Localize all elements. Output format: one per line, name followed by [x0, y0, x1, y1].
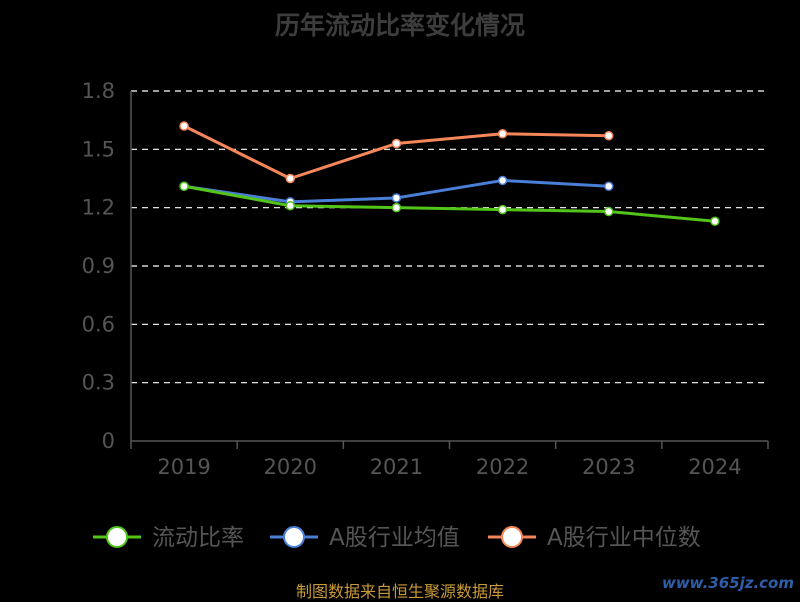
axes [130, 91, 769, 449]
data-point [604, 130, 614, 141]
y-axis-labels: 0 0.3 0.6 0.9 1.2 1.5 1.8 [82, 79, 115, 453]
y-tick-label: 0.9 [82, 254, 115, 278]
data-point [391, 138, 402, 149]
y-tick-label: 1.2 [82, 196, 115, 220]
data-point [604, 206, 614, 217]
y-tick-label: 1.5 [82, 137, 115, 161]
data-point [179, 181, 189, 192]
x-tick-label: 2022 [476, 455, 529, 479]
x-tick-label: 2019 [157, 455, 210, 479]
x-tick-label: 2024 [688, 455, 741, 479]
series-line [183, 124, 609, 180]
legend-item: A股行业均值 [270, 525, 460, 551]
chart-title: 历年流动比率变化情况 [274, 11, 525, 40]
legend-label: A股行业中位数 [547, 525, 701, 551]
y-tick-label: 0 [102, 429, 115, 453]
legend-label: 流动比率 [152, 525, 244, 551]
legend: 流动比率 A股行业均值 A股行业中位数 [93, 525, 701, 551]
data-source-note: 制图数据来自恒生聚源数据库 [295, 582, 504, 601]
data-point [497, 129, 508, 139]
data-point [285, 173, 295, 184]
legend-marker [106, 526, 128, 548]
legend-marker [501, 526, 523, 548]
legend-item: A股行业中位数 [488, 525, 701, 551]
data-point [391, 193, 402, 203]
series-layer [179, 121, 720, 227]
data-point [497, 204, 508, 215]
data-point [710, 216, 720, 227]
legend-label: A股行业均值 [329, 525, 460, 551]
x-tick-label: 2021 [370, 455, 423, 479]
x-tick-label: 2023 [582, 455, 635, 479]
site-watermark: www.365jz.com [661, 574, 794, 592]
data-point [497, 175, 508, 186]
grid-lines [131, 90, 768, 384]
legend-item: 流动比率 [93, 525, 244, 551]
x-tick-label: 2020 [264, 455, 317, 479]
data-point [285, 200, 295, 211]
data-point [604, 181, 614, 192]
x-axis-labels: 2019 2020 2021 2022 2023 2024 [157, 455, 741, 479]
data-point [391, 202, 402, 213]
y-tick-label: 0.6 [82, 312, 115, 336]
y-tick-label: 0.3 [82, 371, 115, 395]
y-tick-label: 1.8 [82, 79, 115, 103]
legend-marker [283, 526, 305, 548]
data-point [179, 121, 189, 131]
series-line [183, 184, 716, 223]
